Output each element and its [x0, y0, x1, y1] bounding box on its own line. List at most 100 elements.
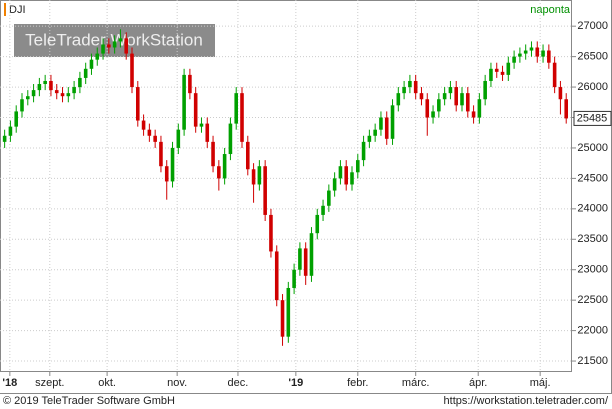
y-tick-label: 22000 [577, 325, 608, 337]
candle-body [390, 105, 395, 139]
candle-body [205, 123, 210, 142]
candle-body [112, 41, 117, 48]
candle-body [292, 269, 296, 288]
candle-body [494, 68, 499, 72]
candle-body [60, 93, 65, 97]
symbol: DJI [9, 4, 26, 16]
candle-body [263, 166, 267, 215]
y-tick-label: 22500 [577, 294, 608, 306]
candle-body [321, 205, 325, 215]
candle-body [483, 80, 487, 100]
candle-body [245, 141, 250, 170]
candle-body [535, 47, 540, 57]
candle-body [477, 99, 482, 118]
y-tick-label: 24500 [577, 172, 608, 184]
candle-body [298, 248, 302, 270]
watermark: TeleTrader WorkStation [25, 30, 203, 49]
candle-body [332, 178, 337, 191]
y-tick-label: 21500 [577, 355, 608, 367]
candle-body [523, 50, 528, 54]
x-tick-label: szept. [35, 377, 64, 389]
candle-body [130, 53, 134, 88]
candle-body [552, 62, 557, 88]
x-tick-label: márc. [402, 377, 430, 389]
candle-body [384, 117, 389, 139]
x-tick-label: dec. [228, 377, 249, 389]
candle-body [280, 300, 285, 337]
candle-body [269, 214, 273, 252]
candle-body [170, 147, 175, 182]
candle-body [402, 87, 406, 94]
candle-body [43, 80, 47, 85]
candle-body [83, 68, 88, 78]
candle-body [547, 50, 551, 63]
candle-body [188, 74, 192, 94]
candle-body [78, 77, 82, 88]
candle-body [240, 93, 244, 142]
candle-body [315, 214, 320, 234]
candle-body [361, 141, 366, 161]
y-tick-label: 25000 [577, 142, 608, 154]
candle-body [72, 87, 76, 94]
candle-body [512, 56, 516, 63]
candle-body [413, 80, 418, 94]
candle-body [344, 166, 349, 185]
candle-body [303, 248, 308, 276]
candle-body [228, 123, 233, 155]
candle-body [460, 93, 464, 106]
candle-body [101, 44, 105, 54]
candle-body [37, 84, 42, 91]
candle-body [20, 99, 24, 112]
x-tick-label: okt. [98, 377, 116, 389]
y-axis-area [572, 0, 612, 393]
symbol-marker [4, 3, 6, 16]
y-tick-label: 23000 [577, 264, 608, 276]
footer-right: https://workstation.teletrader.com/ [444, 395, 609, 407]
candle-body [217, 166, 221, 179]
candle-body [199, 123, 204, 127]
candle-body [489, 68, 493, 81]
candle-body [431, 111, 435, 118]
candle-body [350, 172, 354, 185]
candle-body [2, 135, 7, 142]
last-value-box [573, 110, 612, 126]
candle-body [14, 111, 19, 127]
candle-body [147, 129, 152, 136]
y-tick-label: 27000 [577, 20, 608, 32]
candle-body [222, 154, 227, 179]
x-tick-label: '18 [2, 377, 17, 389]
candle-body [396, 93, 401, 106]
candle-body [518, 53, 522, 57]
candle-body [54, 90, 59, 94]
x-tick-label: '19 [288, 377, 303, 389]
candle-body [355, 160, 360, 173]
candle-body [251, 169, 256, 185]
candle-body [164, 166, 169, 182]
candle-body [211, 141, 215, 167]
candle-body [506, 62, 511, 75]
candle-body [95, 53, 100, 60]
candle-body [193, 93, 198, 127]
candle-body [408, 80, 412, 88]
candle-body [66, 93, 71, 97]
candle-body [373, 129, 377, 136]
candle-body [529, 47, 534, 51]
candle-body [124, 38, 129, 54]
candle-body [89, 59, 94, 69]
candle-body [31, 90, 36, 97]
candle-body [437, 99, 441, 112]
footer-left: © 2019 TeleTrader Software GmbH [3, 395, 175, 407]
candle-body [107, 44, 111, 48]
y-tick-label: 26000 [577, 81, 608, 93]
candle-body [558, 87, 563, 100]
candle-body [257, 166, 262, 185]
candle-body [465, 93, 470, 112]
candle-body [8, 126, 13, 136]
candle-body [448, 87, 453, 94]
y-tick-label: 26500 [577, 51, 608, 63]
candle-body [327, 190, 331, 206]
candle-body [425, 99, 430, 118]
candle-body [118, 38, 123, 42]
interval: naponta [530, 4, 571, 16]
candle-body [541, 50, 545, 57]
